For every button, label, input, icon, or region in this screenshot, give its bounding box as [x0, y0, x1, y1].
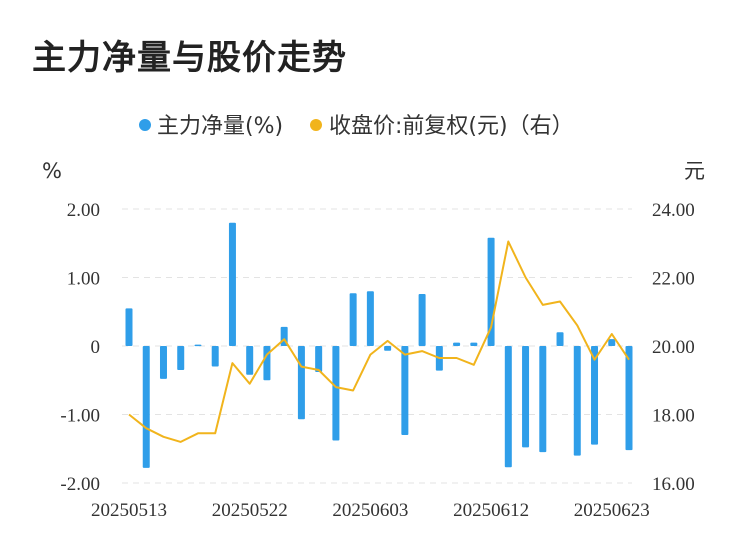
left-axis-unit: % — [42, 159, 62, 183]
right-tick-label: 18.00 — [652, 406, 695, 427]
net-flow-bar — [177, 346, 185, 370]
legend-marker — [139, 119, 151, 131]
net-flow-bar — [608, 339, 616, 346]
net-flow-bar — [125, 308, 133, 346]
net-flow-bar — [625, 346, 633, 451]
x-tick-label: 20250612 — [453, 500, 529, 521]
net-flow-bar — [487, 237, 495, 346]
axis-units: % 元 — [42, 159, 705, 183]
legend-label: 收盘价:前复权(元)（右） — [329, 114, 574, 139]
net-flow-bar — [418, 293, 426, 346]
right-tick-label: 24.00 — [652, 200, 695, 221]
net-flow-bar — [470, 342, 478, 346]
left-tick-label: -1.00 — [60, 406, 100, 427]
net-flow-bar — [573, 346, 581, 456]
net-flow-bar — [384, 346, 392, 351]
net-flow-bar — [349, 293, 357, 346]
net-flow-bar — [591, 346, 599, 445]
net-flow-bar — [453, 342, 461, 346]
net-flow-bar — [211, 346, 219, 367]
net-flow-bar — [522, 346, 530, 448]
close-price-line — [128, 240, 630, 443]
legend-marker — [310, 119, 322, 131]
net-flow-bar — [504, 346, 512, 468]
legend: 主力净量(%) 收盘价:前复权(元)（右） — [139, 114, 574, 139]
right-axis-ticks: 24.00 22.00 20.00 18.00 16.00 — [652, 200, 695, 495]
net-flow-bar — [159, 346, 167, 379]
legend-label: 主力净量(%) — [157, 114, 283, 139]
right-tick-label: 22.00 — [652, 269, 695, 290]
right-tick-label: 16.00 — [652, 474, 695, 495]
net-flow-bar — [228, 222, 236, 346]
net-flow-bars — [125, 222, 633, 468]
right-axis-unit: 元 — [684, 159, 705, 183]
x-axis-ticks: 20250513 20250522 20250603 20250612 20250623 — [91, 500, 650, 521]
net-flow-bar — [194, 344, 202, 347]
x-tick-label: 20250513 — [91, 500, 167, 521]
net-flow-bar — [315, 346, 323, 373]
net-flow-bar — [401, 346, 409, 436]
left-tick-label: 0 — [91, 337, 101, 358]
x-tick-label: 20250623 — [574, 500, 650, 521]
left-tick-label: 2.00 — [67, 200, 100, 221]
right-tick-label: 20.00 — [652, 337, 695, 358]
left-tick-label: 1.00 — [67, 269, 100, 290]
gridlines — [122, 208, 632, 484]
x-tick-label: 20250522 — [212, 500, 288, 521]
net-flow-bar — [263, 346, 271, 381]
net-flow-bar — [539, 346, 547, 453]
net-flow-bar — [142, 346, 150, 468]
left-tick-label: -2.00 — [60, 474, 100, 495]
net-flow-bar — [366, 291, 374, 346]
net-flow-bar — [246, 346, 254, 375]
net-flow-bar — [297, 346, 305, 420]
page-title: 主力净量与股价走势 — [32, 38, 347, 78]
x-tick-label: 20250603 — [332, 500, 408, 521]
net-flow-bar — [332, 346, 340, 441]
net-flow-bar — [556, 332, 564, 346]
left-axis-ticks: 2.00 1.00 0 -1.00 -2.00 — [60, 200, 100, 495]
